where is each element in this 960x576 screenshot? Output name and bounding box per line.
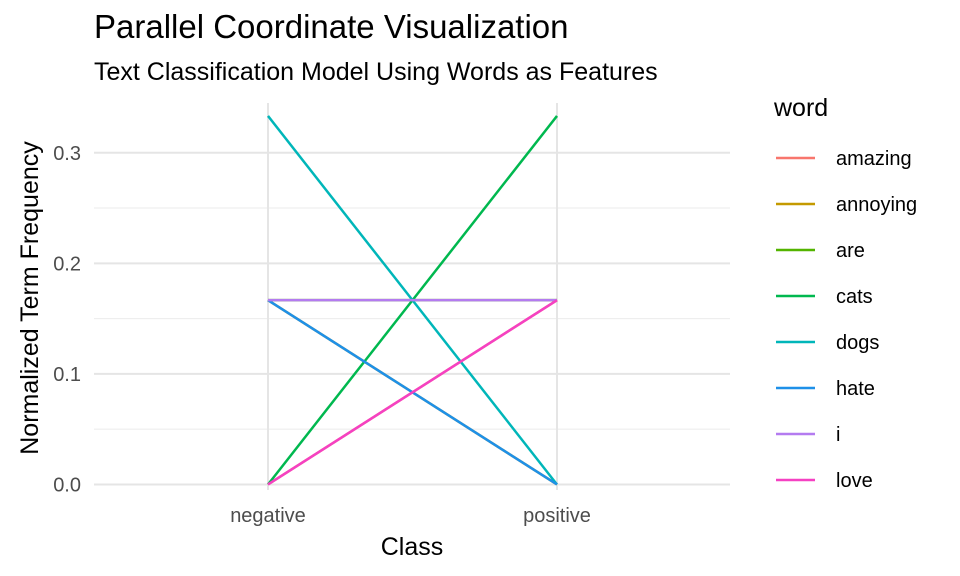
legend-label-i: i <box>836 424 840 446</box>
y-tick-label: 0.2 <box>53 253 81 275</box>
series-layer <box>267 115 558 486</box>
legend-title: word <box>773 94 828 122</box>
legend-label-cats: cats <box>836 286 873 308</box>
x-tick-label: positive <box>523 505 591 527</box>
grid-layer <box>94 103 730 490</box>
x-axis-title: Class <box>381 533 444 561</box>
x-tick-label: negative <box>230 505 306 527</box>
legend-label-dogs: dogs <box>836 332 879 354</box>
y-tick-label: 0.3 <box>53 143 81 165</box>
tick-layer: 0.0 0.1 0.2 0.3 negative positive <box>53 143 591 527</box>
chart-title: Parallel Coordinate Visualization <box>94 8 569 45</box>
legend-label-are: are <box>836 240 865 262</box>
y-tick-label: 0.1 <box>53 364 81 386</box>
legend-label-hate: hate <box>836 378 875 400</box>
y-axis-title: Normalized Term Frequency <box>16 141 44 455</box>
chart-subtitle: Text Classification Model Using Words as… <box>94 58 658 86</box>
legend-label-amazing: amazing <box>836 148 912 170</box>
y-tick-label: 0.0 <box>53 474 81 496</box>
legend: amazing annoying are cats dogs hate i love <box>776 148 917 492</box>
series-line-love <box>267 299 558 486</box>
legend-label-annoying: annoying <box>836 194 917 216</box>
legend-label-love: love <box>836 470 873 492</box>
